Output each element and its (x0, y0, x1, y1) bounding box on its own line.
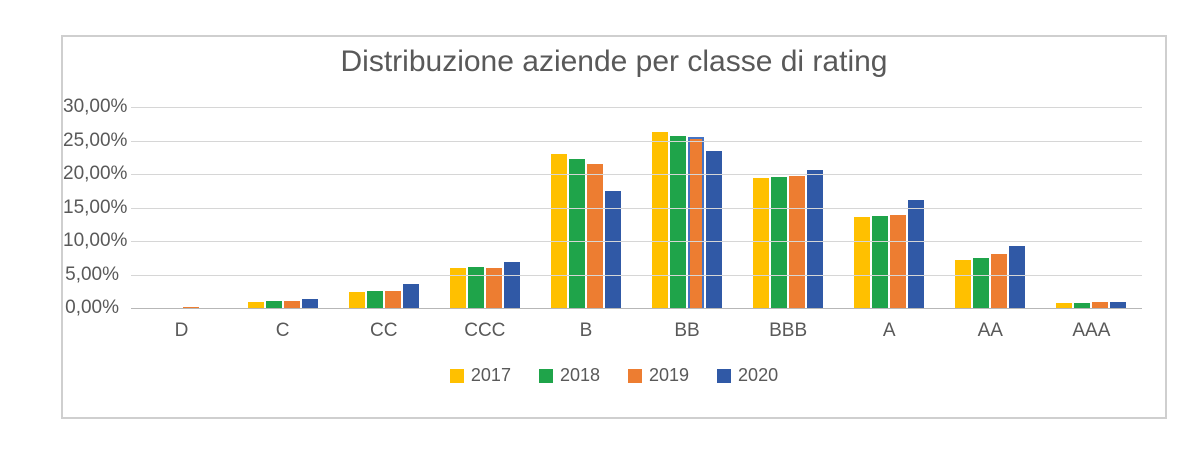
gridline (131, 174, 1142, 175)
bar-2019-bb (688, 137, 705, 308)
bar-2017-aaa (1056, 303, 1073, 308)
legend-swatch-2018 (538, 368, 553, 383)
legend-swatch-2019 (628, 368, 642, 383)
legend-item-2019: 2019 (628, 365, 689, 386)
gridline (131, 140, 1142, 142)
bar-group-aaa (1041, 107, 1142, 308)
y-axis-tick-label: 25,00% (63, 129, 128, 151)
bar-group-b (535, 107, 636, 308)
bar-2019-ccc (485, 267, 502, 308)
legend: 2017 2018 2019 2020 (63, 365, 1165, 386)
y-axis-tick-label: 5,00% (65, 263, 119, 285)
legend-label: 2019 (649, 365, 690, 385)
gridline (131, 241, 1142, 242)
y-axis-tick-label: 15,00% (63, 196, 128, 218)
legend-swatch-2020 (717, 368, 732, 383)
y-axis-tick-label: 30,00% (63, 96, 128, 117)
bar-group-c (232, 107, 333, 308)
bar-2017-c (247, 301, 264, 308)
bar-2020-cc (402, 283, 419, 308)
bar-group-bb (636, 107, 737, 308)
bar-group-cc (333, 107, 434, 308)
legend-item-2017: 2017 (449, 365, 511, 386)
bar-2017-aa (955, 260, 972, 308)
chart-container: Distribuzione aziende per classe di rati… (61, 35, 1167, 419)
bar-2018-aa (973, 257, 990, 308)
bar-2018-a (872, 216, 889, 308)
x-axis-label-c: C (275, 320, 290, 341)
x-axis-label-cc: CC (370, 320, 398, 341)
bar-2020-bbb (807, 169, 824, 308)
bar-group-a (839, 107, 940, 308)
x-axis-label-bb: BB (674, 320, 700, 341)
bar-2020-bb (706, 151, 723, 308)
x-axis-label-aaa: AAA (1072, 320, 1111, 341)
bar-2020-aa (1009, 246, 1026, 308)
y-axis-tick-label: 20,00% (63, 163, 128, 184)
bar-2019-a (890, 214, 907, 308)
x-axis-label-ccc: CCC (464, 320, 506, 341)
bar-2019-c (283, 301, 300, 308)
bar-2018-cc (366, 291, 383, 308)
bar-2017-ccc (449, 267, 466, 308)
bar-2018-c (265, 301, 282, 308)
bar-2018-ccc (467, 267, 484, 308)
x-axis-label-bbb: BBB (769, 320, 808, 341)
y-axis-tick-label: 0,00% (65, 297, 119, 318)
plot-area (131, 107, 1142, 309)
y-axis-tick-label: 10,00% (63, 230, 128, 251)
x-axis: D C CC CCC B BB BBB A AA AAA (131, 320, 1142, 342)
bar-2020-b (604, 190, 621, 308)
bar-group-ccc (434, 107, 535, 308)
bar-2017-bbb (753, 178, 770, 308)
bar-2020-a (908, 200, 925, 308)
bar-2018-bb (670, 135, 687, 308)
bar-2017-cc (348, 291, 365, 308)
x-axis-label-b: B (579, 320, 593, 341)
x-axis-label-aa: AA (977, 320, 1003, 341)
x-axis-line (131, 308, 1142, 309)
x-axis-label-d: D (174, 320, 189, 341)
chart-title: Distribuzione aziende per classe di rati… (340, 45, 888, 78)
legend-swatch-2017 (449, 368, 464, 383)
legend-label: 2018 (559, 365, 600, 385)
legend-label: 2020 (738, 365, 779, 385)
legend-item-2018: 2018 (538, 365, 600, 386)
bar-2017-a (854, 216, 871, 308)
bar-2020-c (301, 298, 318, 308)
bar-2019-d (182, 307, 199, 308)
bar-group-aa (940, 107, 1041, 308)
x-axis-label-a: A (882, 320, 896, 341)
bar-2019-aaa (1092, 301, 1109, 308)
bar-group-d (131, 107, 232, 308)
gridline (131, 107, 1142, 108)
bar-2018-bbb (771, 176, 788, 308)
bar-2018-b (568, 159, 585, 308)
gridline (131, 274, 1142, 276)
bar-2017-bb (652, 132, 669, 308)
gridline (131, 207, 1142, 209)
bar-2020-aaa (1110, 301, 1127, 308)
bar-2019-aa (991, 253, 1008, 308)
bar-2020-ccc (503, 261, 520, 308)
bar-2019-b (586, 163, 603, 308)
bar-2019-bbb (789, 176, 806, 308)
legend-label: 2017 (470, 365, 511, 385)
bar-2019-cc (384, 290, 401, 308)
bar-2017-b (550, 153, 567, 308)
bar-2018-aaa (1074, 302, 1091, 308)
legend-item-2020: 2020 (717, 365, 778, 386)
